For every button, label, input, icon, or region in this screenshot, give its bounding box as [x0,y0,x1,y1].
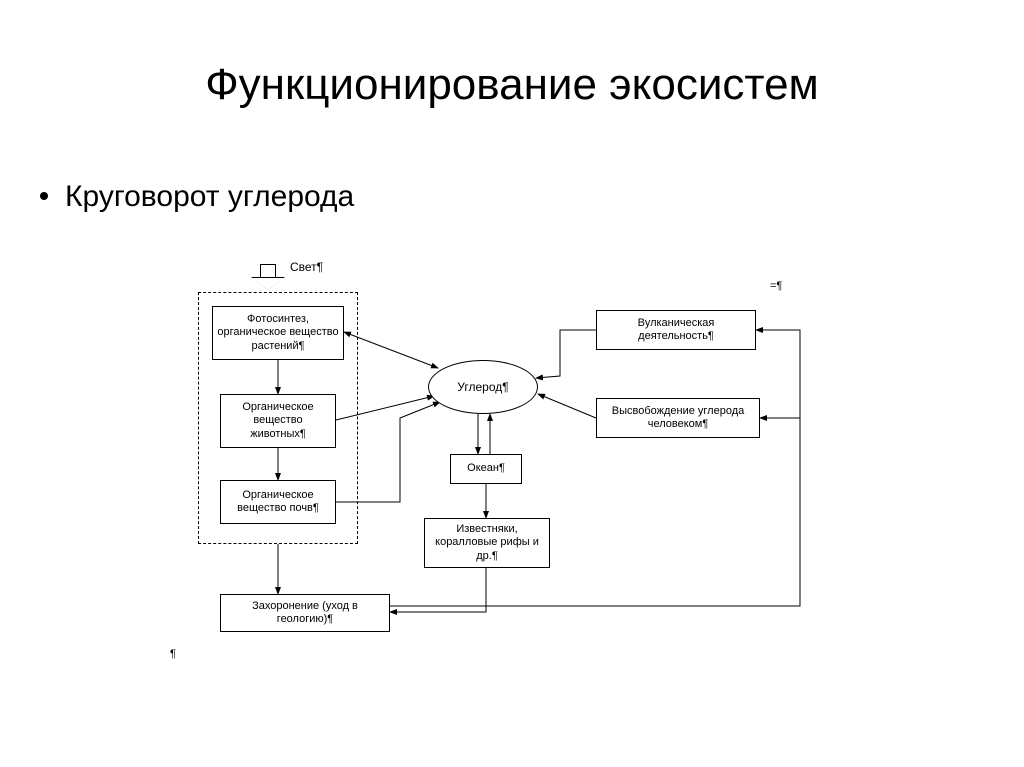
node-photosynthesis: Фотосинтез, органическое вещество растен… [212,306,344,360]
bullet-icon [40,192,48,200]
node-burial: Захоронение (уход в геологию)¶ [220,594,390,632]
node-organic-animals: Органическое вещество животных¶ [220,394,336,448]
page-title: Функционирование экосистем [0,60,1024,110]
eq-mark: =¶ [770,280,782,292]
node-carbon: Углерод¶ [428,360,538,414]
carbon-cycle-diagram: Свет¶ [160,250,860,710]
node-ocean: Океан¶ [450,454,522,484]
node-human-release: Высвобождение углерода человеком¶ [596,398,760,438]
node-volcanic: Вулканическая деятельность¶ [596,310,756,350]
light-arrow-icon [252,264,284,288]
node-organic-soil: Органическое вещество почв¶ [220,480,336,524]
svet-label: Свет¶ [290,260,323,274]
subtitle: Круговорот углерода [65,180,354,214]
node-limestone: Известняки, коралловые рифы и др.¶ [424,518,550,568]
para-mark: ¶ [170,648,176,660]
